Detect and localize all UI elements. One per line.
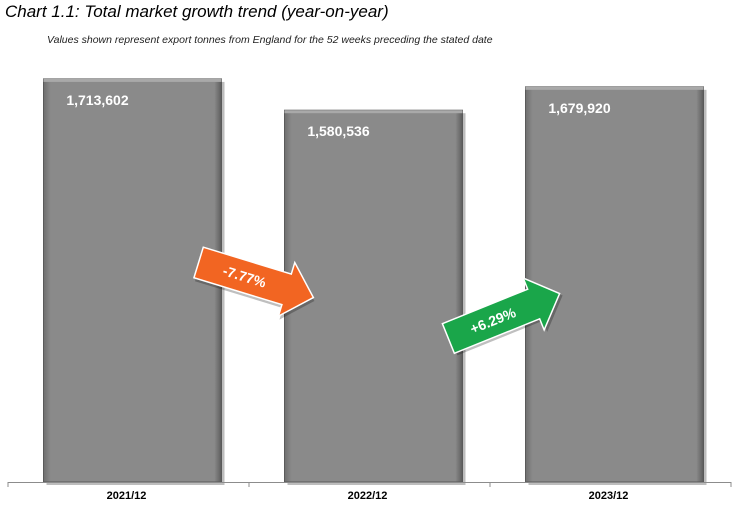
bar-2021-12 (43, 78, 222, 483)
x-tick-label: 2022/12 (348, 490, 388, 502)
x-tick-label: 2023/12 (589, 490, 629, 502)
bar-top-highlight (525, 86, 704, 90)
change-arrow-down: -7.77% (193, 246, 315, 320)
bar-value-label: 1,713,602 (66, 92, 128, 108)
bar-value-label: 1,580,536 (307, 123, 369, 139)
change-arrow-up: +6.29% (441, 276, 563, 356)
arrow-shape (441, 276, 561, 355)
chart-subtitle: Values shown represent export tonnes fro… (47, 34, 493, 46)
chart-title: Chart 1.1: Total market growth trend (ye… (5, 2, 389, 21)
bar-top-highlight (43, 78, 222, 82)
bar-2023-12 (525, 86, 704, 483)
bar-value-label: 1,679,920 (548, 100, 610, 116)
bar-top-highlight (284, 110, 463, 114)
x-tick-label: 2021/12 (107, 490, 147, 502)
arrow-shape (193, 246, 315, 318)
